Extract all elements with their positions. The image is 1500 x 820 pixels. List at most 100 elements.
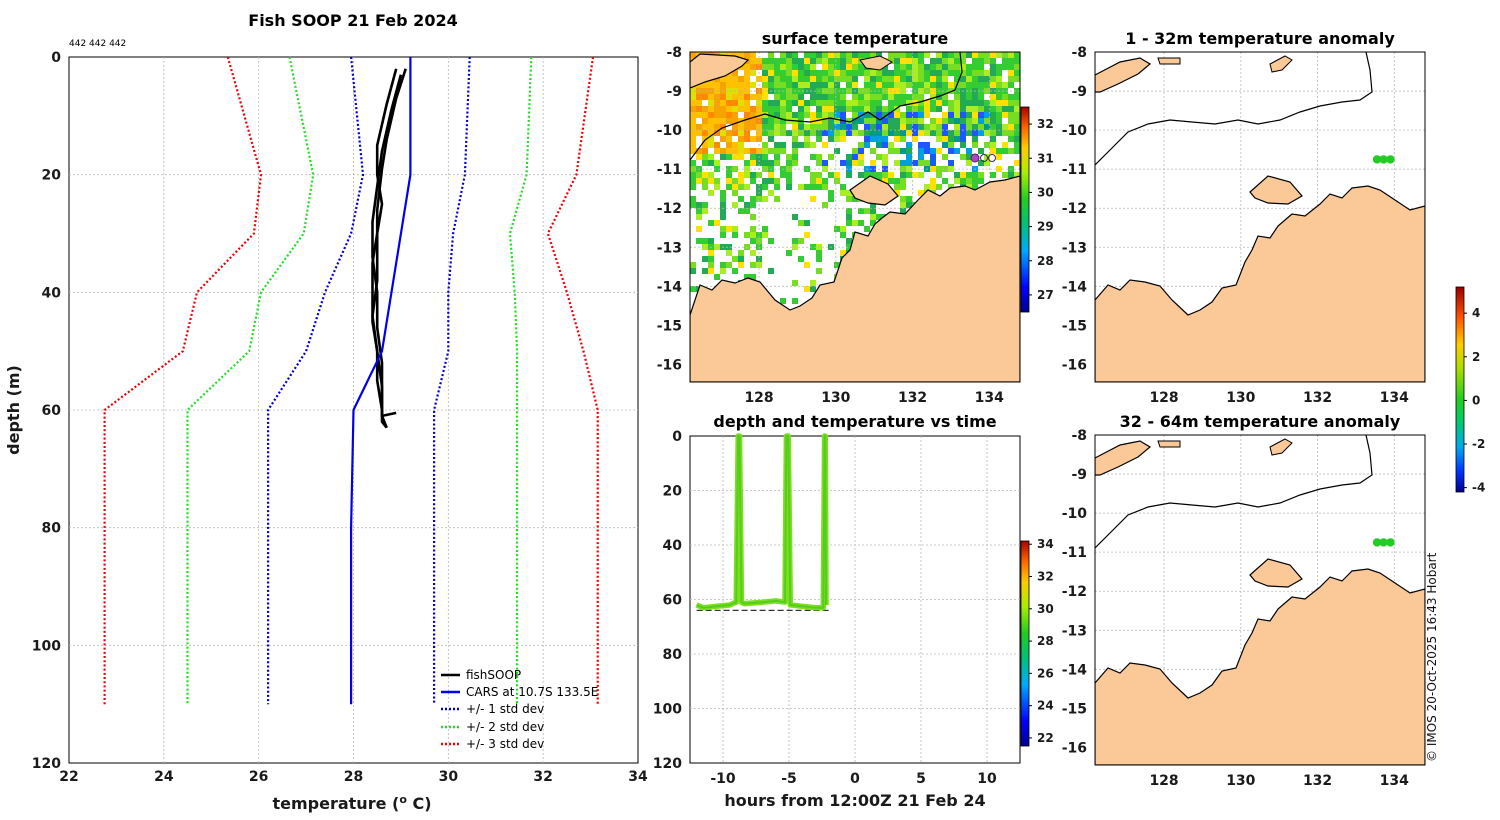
anomaly1-ytick: -9 [1071,84,1087,100]
sst-cell [906,100,912,106]
sst-cell [702,244,708,250]
sst-cell [888,94,894,100]
sst-cell [762,106,768,112]
sst-cell [984,160,990,166]
sst-cell [960,106,966,112]
sst-cell [1008,76,1014,82]
anomaly-colorbar-tick-label: -2 [1472,437,1485,451]
sst-cell [936,100,942,106]
anomaly1-ytick: -11 [1062,162,1087,178]
sst-cell [744,130,750,136]
sst-cell [714,124,720,130]
anomaly1-ytick: -14 [1062,279,1088,295]
sst-cell [1014,64,1020,70]
sst-cell [966,154,972,160]
sst-cell [864,136,870,142]
sst-cell [816,118,822,124]
sst-cell [714,274,720,280]
sst-cell [924,82,930,88]
anomaly-colorbar-tick-label: 0 [1472,393,1480,407]
anomaly-map-32-64m-panel: 128 130 132 134 -8 -9 -10 -11 -12 -13 -14 -15 -16 32… [1062,412,1426,789]
time-depth-trace-core [696,435,827,609]
sst-cell [732,232,738,238]
sst-cell [1008,136,1014,142]
sst-cell [1002,58,1008,64]
sst-cell [888,82,894,88]
sst-cell [816,160,822,166]
sst-cell [894,64,900,70]
sst-cell [786,58,792,64]
sst-cell [780,64,786,70]
sst-cell [804,142,810,148]
sst-cell [738,178,744,184]
sst-cell [852,52,858,58]
sst-cell [924,142,930,148]
sst-cell [792,82,798,88]
sst-cell [882,112,888,118]
sst-cell [738,106,744,112]
sst-cell [786,70,792,76]
sst-cell [858,154,864,160]
sst-cell [840,106,846,112]
sst-cell [690,172,696,178]
sst-cell [978,148,984,154]
sst-cell [960,172,966,178]
sst-cell [792,76,798,82]
sst-cell [924,130,930,136]
sst-cell [990,52,996,58]
surface-map-frame [689,51,1021,383]
legend-label: +/- 2 std dev [466,720,544,734]
surface-colorbar [1020,106,1030,313]
sst-cell [780,118,786,124]
sst-cell [720,100,726,106]
sst-cell [696,94,702,100]
anomaly2-ytick: -8 [1071,428,1087,444]
sst-cell [822,178,828,184]
sst-cell [906,94,912,100]
anomaly1-xtick: 134 [1380,390,1409,406]
sst-cell [834,124,840,130]
anomaly-island [1157,440,1181,448]
anomaly1-xtick: 128 [1149,390,1178,406]
sst-cell [774,70,780,76]
surface-ytick: -15 [657,318,682,334]
sst-cell [810,142,816,148]
sst-cell [966,76,972,82]
sst-cell [906,160,912,166]
sst-cell [852,106,858,112]
sst-cell [690,160,696,166]
sst-cell [702,82,708,88]
sst-cell [852,196,858,202]
sst-cell [696,214,702,220]
sst-cell [840,64,846,70]
sst-cell [828,154,834,160]
sst-cell [690,196,696,202]
sst-cell [732,70,738,76]
sst-cell [900,130,906,136]
sst-cell [930,100,936,106]
sst-cell [738,262,744,268]
sst-cell [978,178,984,184]
sst-cell [816,112,822,118]
sst-cell [960,142,966,148]
sst-cell [810,178,816,184]
sst-cell [798,256,804,262]
sst-cell [948,136,954,142]
sst-cell [966,124,972,130]
anomaly1-point [1386,155,1395,164]
sst-cell [828,82,834,88]
sst-cell [960,118,966,124]
sst-cell [888,70,894,76]
sst-cell [864,82,870,88]
sst-cell [702,160,708,166]
sst-cell [888,100,894,106]
sst-cell [690,52,696,58]
sst-cell [840,58,846,64]
surface-ytick: -10 [657,123,683,139]
sst-cell [906,172,912,178]
sst-cell [882,136,888,142]
sst-cell [996,70,1002,76]
sst-cell [762,124,768,130]
sst-cell [900,118,906,124]
sst-cell [912,106,918,112]
